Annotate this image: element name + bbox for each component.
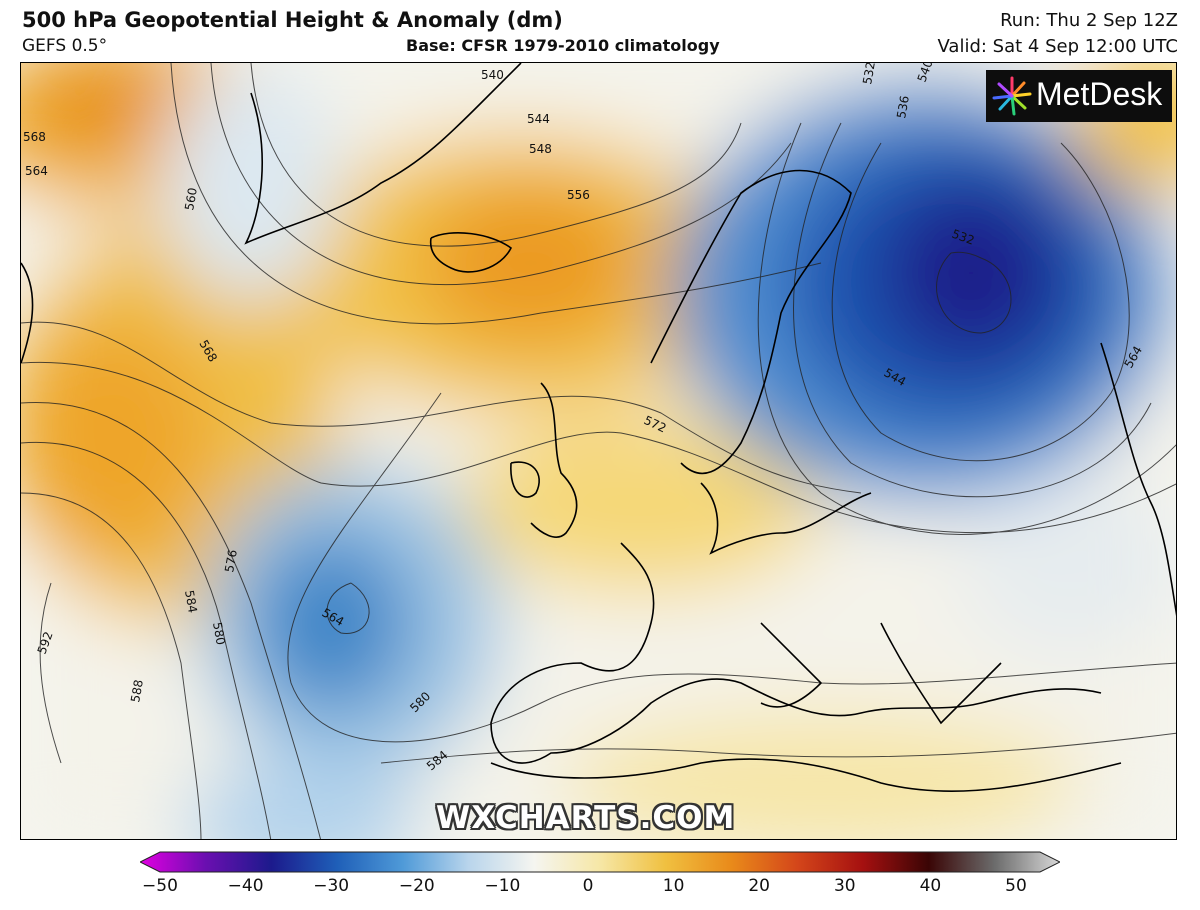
contour-label: 540 <box>481 68 504 82</box>
colorbar-tick-label: −10 <box>484 876 521 896</box>
colorbar <box>140 851 1060 873</box>
coastlines <box>21 63 1176 793</box>
contour-label: 568 <box>23 130 46 144</box>
map-canvas: 540 544 548 556 568 564 560 568 572 576 … <box>21 63 1176 839</box>
contour-label: 536 <box>894 95 912 120</box>
colorbar-tick-label: 40 <box>919 876 942 896</box>
contour-label: 576 <box>222 549 240 574</box>
colorbar-tick-label: 0 <box>582 876 594 896</box>
metdesk-logo-text: MetDesk <box>1036 76 1163 112</box>
contour-label: 580 <box>210 621 228 646</box>
metdesk-starburst-icon <box>992 76 1032 116</box>
height-contours <box>21 63 1176 839</box>
model-label: GEFS 0.5° <box>22 36 108 56</box>
contour-label: 544 <box>527 112 550 126</box>
contour-label: 584 <box>182 589 200 614</box>
colorbar-tick-label: −20 <box>398 876 435 896</box>
colorbar-tick-label: 50 <box>1005 876 1027 896</box>
anomaly-field <box>21 63 1176 839</box>
colorbar-tick-label: 10 <box>662 876 685 896</box>
colorbar-tick-label: 30 <box>833 876 856 896</box>
contour-label: 556 <box>567 188 590 202</box>
anomaly-map: 540 544 548 556 568 564 560 568 572 576 … <box>20 62 1177 840</box>
watermark: WXCHARTS.COM <box>436 800 736 836</box>
colorbar-tick-label: 20 <box>748 876 771 896</box>
run-time-label: Run: Thu 2 Sep 12Z <box>1000 10 1178 31</box>
metdesk-logo: MetDesk <box>986 70 1172 122</box>
contour-label: 564 <box>25 164 48 178</box>
valid-time-label: Valid: Sat 4 Sep 12:00 UTC <box>937 36 1179 57</box>
colorbar-tick-label: −40 <box>227 876 264 896</box>
climatology-base-label: Base: CFSR 1979-2010 climatology <box>406 36 720 55</box>
colorbar-tick-label: −30 <box>313 876 350 896</box>
contour-label: 548 <box>529 142 552 156</box>
contour-label: 532 <box>860 63 878 86</box>
contour-label: 560 <box>182 187 200 212</box>
colorbar-tick-label: −50 <box>142 876 178 896</box>
chart-title: 500 hPa Geopotential Height & Anomaly (d… <box>22 8 563 32</box>
contour-label: 588 <box>128 679 146 704</box>
